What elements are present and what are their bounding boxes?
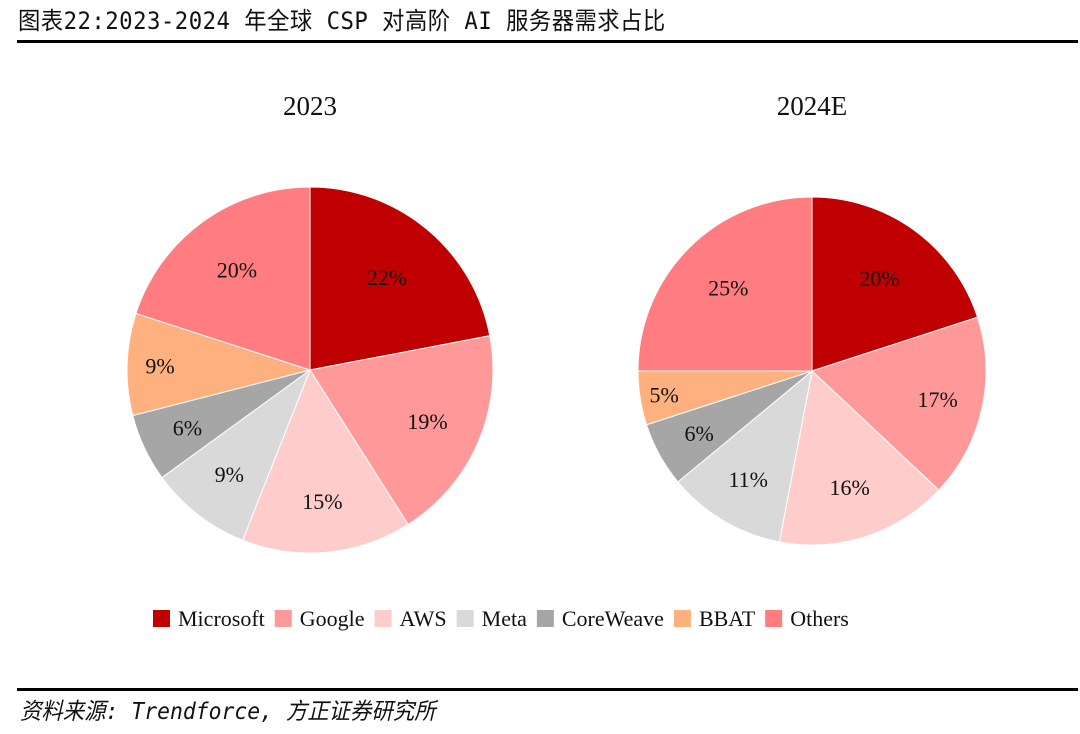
legend-item-others: Others <box>765 606 849 631</box>
legend-label: Others <box>790 606 849 631</box>
pie-title: 2023 <box>283 91 337 121</box>
slice-microsoft <box>309 186 491 371</box>
slice-meta <box>677 369 813 543</box>
data-label-coreweave: 6% <box>685 421 714 446</box>
data-label-bbat: 5% <box>650 382 679 407</box>
data-label-meta: 11% <box>728 467 768 492</box>
slice-microsoft <box>811 196 979 372</box>
slice-google <box>309 335 494 526</box>
pie-2024e: 2024E 20% 17% 16% 11% 6%5% 25% <box>637 91 987 546</box>
data-label-bbat: 9% <box>145 353 174 378</box>
pie-title: 2024E <box>777 91 848 121</box>
data-label-google: 19% <box>407 409 447 434</box>
legend-label: Google <box>300 606 365 631</box>
data-label-microsoft: 20% <box>859 266 899 291</box>
legend-swatch <box>274 610 292 627</box>
legend-swatch <box>456 610 474 627</box>
legend: Microsoft Google AWS Meta CoreWeave BBAT Other… <box>153 606 849 631</box>
legend-label: BBAT <box>699 606 756 631</box>
legend-label: Microsoft <box>178 606 265 631</box>
data-label-microsoft: 22% <box>367 265 407 290</box>
source-note: 资料来源: Trendforce, 方正证券研究所 <box>20 699 436 725</box>
legend-item-bbat: BBAT <box>673 606 756 631</box>
slice-meta <box>161 368 312 541</box>
data-label-aws: 15% <box>302 489 342 514</box>
legend-swatch <box>374 610 392 627</box>
slice-aws <box>241 368 409 554</box>
legend-item-aws: AWS <box>374 606 447 631</box>
data-label-others: 20% <box>217 257 257 282</box>
slice-others <box>135 186 311 371</box>
legend-label: Meta <box>482 606 527 631</box>
slice-bbat <box>126 312 312 417</box>
legend-item-coreweave: CoreWeave <box>536 606 664 631</box>
figure-title: 图表22:2023-2024 年全球 CSP 对高阶 AI 服务器需求占比 <box>18 7 666 35</box>
slice-aws <box>778 370 940 546</box>
source-divider <box>17 688 1078 691</box>
legend-label: AWS <box>400 606 447 631</box>
legend-swatch <box>673 610 691 627</box>
data-label-google: 17% <box>917 387 957 412</box>
pie-2023: 2023 22% 19% 15% 9% 6% 9% 20% <box>126 91 494 554</box>
slice-others <box>637 196 813 372</box>
data-label-coreweave: 6% <box>173 416 202 441</box>
legend-label: CoreWeave <box>562 606 664 631</box>
data-label-others: 25% <box>708 275 748 300</box>
legend-swatch <box>153 610 170 627</box>
legend-swatch <box>765 610 783 627</box>
title-divider <box>17 40 1078 43</box>
data-label-aws: 16% <box>829 475 869 500</box>
data-label-meta: 9% <box>215 462 244 487</box>
slice-google <box>811 316 987 491</box>
legend-item-meta: Meta <box>456 606 527 631</box>
legend-swatch <box>536 610 554 627</box>
legend-item-google: Google <box>274 606 365 631</box>
legend-item-microsoft: Microsoft <box>153 606 265 631</box>
